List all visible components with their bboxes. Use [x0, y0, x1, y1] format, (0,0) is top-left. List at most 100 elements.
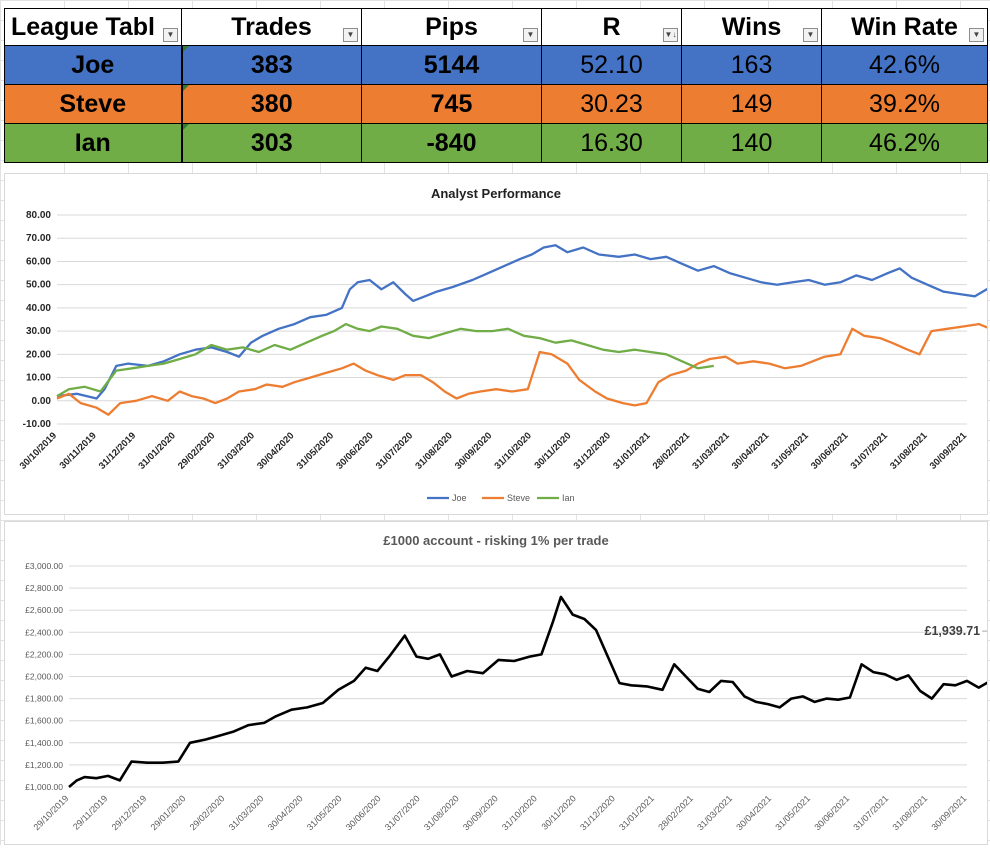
filter-dropdown-icon[interactable]: ▼ — [969, 28, 984, 42]
chart-title: Analyst Performance — [431, 186, 561, 201]
trades-value: 380 — [250, 89, 293, 118]
x-tick-label: 31/08/2021 — [890, 793, 929, 832]
x-tick-label: 31/03/2020 — [216, 430, 257, 471]
win-rate-cell[interactable]: 46.2% — [821, 123, 988, 163]
x-tick-label: 31/03/2021 — [690, 430, 732, 472]
error-indicator-icon — [182, 124, 189, 130]
wins-cell[interactable]: 149 — [681, 84, 822, 124]
legend-label-ian: Ian — [562, 493, 575, 503]
wins-cell[interactable]: 140 — [681, 123, 822, 163]
y-tick-label: £1,000.00 — [25, 782, 63, 792]
y-tick-label: £3,000.00 — [25, 561, 63, 571]
x-tick-label: 31/05/2020 — [305, 793, 344, 832]
x-tick-label: 30/06/2021 — [809, 430, 851, 472]
wins-cell[interactable]: 163 — [681, 45, 822, 85]
x-tick-label: 31/12/2019 — [97, 430, 138, 471]
y-tick-label: 60.00 — [26, 256, 51, 267]
x-tick-label: 31/07/2021 — [851, 793, 890, 832]
chart-title: £1000 account - risking 1% per trade — [383, 533, 608, 548]
analyst-performance-svg: Analyst Performance -10.00 0.00 10.00 20.00… — [18, 186, 990, 503]
table-row[interactable]: Ian 303 -840 16.30 140 46.2% — [4, 123, 988, 163]
x-tick-label: 30/11/2020 — [540, 793, 578, 831]
x-tick-label: 28/02/2021 — [656, 793, 695, 832]
y-tick-label: £2,200.00 — [25, 649, 63, 659]
x-tick-label: 31/12/2020 — [578, 793, 617, 832]
pips-cell[interactable]: 745 — [361, 84, 542, 124]
sort-descending-filter-icon[interactable]: ▼↓ — [663, 28, 678, 42]
x-tick-label: 30/04/2020 — [266, 793, 305, 832]
trades-cell[interactable]: 380 — [181, 84, 362, 124]
header-label: Trades — [231, 12, 312, 41]
league-table-header-row: League Tabl ▼ Trades ▼ Pips ▼ R ▼↓ Wins ▼ Win… — [4, 8, 988, 46]
pips-cell[interactable]: -840 — [361, 123, 542, 163]
x-tick-label: 29/12/2019 — [110, 793, 149, 832]
win-rate-cell[interactable]: 42.6% — [821, 45, 988, 85]
header-label: League Tabl — [11, 12, 156, 41]
y-tick-label: £2,000.00 — [25, 672, 63, 682]
filter-dropdown-icon[interactable]: ▼ — [803, 28, 818, 42]
filter-dropdown-icon[interactable]: ▼ — [523, 28, 538, 42]
x-tick-label: 30/09/2021 — [928, 430, 970, 472]
account-balance-chart[interactable]: £1000 account - risking 1% per trade £1,… — [4, 521, 990, 845]
x-tick-label: 31/03/2021 — [695, 793, 734, 832]
y-tick-label: 30.00 — [26, 326, 51, 337]
table-row[interactable]: Joe 383 5144 52.10 163 42.6% — [4, 45, 988, 85]
analyst-performance-chart[interactable]: Analyst Performance -10.00 0.00 10.00 20.00… — [4, 173, 990, 515]
trades-cell[interactable]: 383 — [181, 45, 362, 85]
y-tick-label: 10.00 — [26, 373, 51, 384]
x-tick-label: 31/07/2020 — [374, 430, 415, 471]
header-label: R — [602, 12, 621, 41]
y-tick-label: 0.00 — [32, 396, 52, 407]
x-tick-label: 31/12/2020 — [572, 430, 613, 471]
header-cell: R ▼↓ — [541, 8, 682, 46]
x-tick-label: 31/05/2020 — [295, 430, 336, 471]
x-tick-label: 30/06/2020 — [334, 430, 375, 471]
filter-dropdown-icon[interactable]: ▼ — [343, 28, 358, 42]
y-tick-label: £2,800.00 — [25, 583, 63, 593]
header-cell: Wins ▼ — [681, 8, 822, 46]
header-label: Wins — [721, 12, 782, 41]
x-tick-label: 29/10/2019 — [31, 793, 70, 832]
x-tick-label: 30/11/2020 — [532, 430, 573, 471]
y-tick-label: £1,400.00 — [25, 738, 63, 748]
account-balance-svg: £1000 account - risking 1% per trade £1,… — [25, 533, 990, 832]
x-tick-label: 30/09/2020 — [453, 430, 494, 471]
series-line-balance — [68, 595, 990, 788]
y-tick-label: £1,800.00 — [25, 694, 63, 704]
x-tick-label: 30/06/2020 — [344, 793, 383, 832]
series-line-joe — [56, 244, 990, 400]
annotation-label: £1,939.71 — [925, 624, 981, 638]
league-table: League Tabl ▼ Trades ▼ Pips ▼ R ▼↓ Wins ▼ Win… — [4, 8, 988, 163]
pips-cell[interactable]: 5144 — [361, 45, 542, 85]
y-tick-label: £1,600.00 — [25, 716, 63, 726]
y-tick-label: 70.00 — [26, 233, 51, 244]
x-tick-label: 31/05/2021 — [769, 430, 811, 472]
x-tick-label: 31/01/2021 — [611, 430, 653, 472]
name-cell[interactable]: Joe — [4, 45, 183, 85]
r-cell[interactable]: 16.30 — [541, 123, 682, 163]
name-cell[interactable]: Steve — [4, 84, 183, 124]
series-line-steve — [56, 322, 990, 416]
y-tick-label: 40.00 — [26, 303, 51, 314]
header-cell: Trades ▼ — [181, 8, 362, 46]
r-cell[interactable]: 52.10 — [541, 45, 682, 85]
x-tick-label: 29/01/2020 — [149, 793, 188, 832]
x-tick-label: 28/02/2021 — [651, 430, 693, 472]
table-row[interactable]: Steve 380 745 30.23 149 39.2% — [4, 84, 988, 124]
win-rate-cell[interactable]: 39.2% — [821, 84, 988, 124]
trades-value: 303 — [250, 128, 293, 157]
header-label: Pips — [425, 12, 478, 41]
filter-dropdown-icon[interactable]: ▼ — [163, 28, 178, 42]
y-tick-label: 80.00 — [26, 210, 51, 221]
x-tick-label: 31/08/2021 — [888, 430, 930, 472]
error-indicator-icon — [182, 46, 189, 52]
name-cell[interactable]: Ian — [4, 123, 183, 163]
header-label: Win Rate — [851, 12, 958, 41]
trades-cell[interactable]: 303 — [181, 123, 362, 163]
x-tick-label: 30/04/2021 — [734, 793, 773, 832]
x-tick-label: 31/01/2021 — [617, 793, 656, 832]
x-tick-label: 31/05/2021 — [773, 793, 812, 832]
annotation-leader-line — [982, 630, 990, 632]
header-cell: Pips ▼ — [361, 8, 542, 46]
r-cell[interactable]: 30.23 — [541, 84, 682, 124]
